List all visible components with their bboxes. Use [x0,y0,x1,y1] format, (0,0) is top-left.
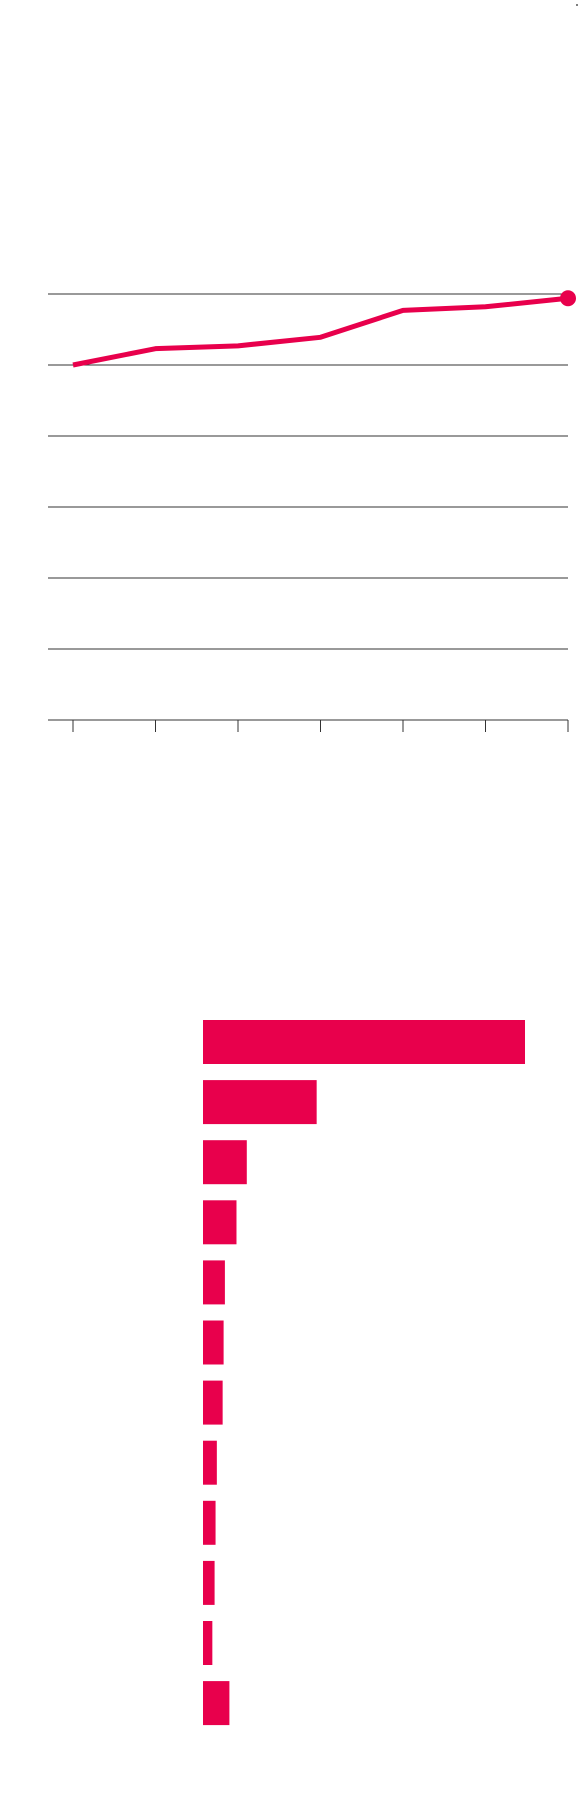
bar [203,1621,213,1665]
corner-dot [576,4,578,6]
bar-chart [203,1020,525,1726]
bar [203,1681,230,1726]
line-chart [48,290,576,732]
bar [203,1500,216,1545]
line-chart-x-ticks [72,720,569,732]
line-chart-gridlines [48,293,568,721]
bar [203,1560,215,1605]
series-line [72,295,569,368]
line-chart-series [72,290,576,368]
bar [203,1020,525,1064]
bar [203,1140,247,1185]
bar [203,1440,217,1485]
bar [203,1260,225,1305]
bar [203,1080,317,1125]
series-end-marker [560,290,576,307]
bar [203,1200,237,1245]
bar [203,1320,224,1365]
bar [203,1380,223,1425]
